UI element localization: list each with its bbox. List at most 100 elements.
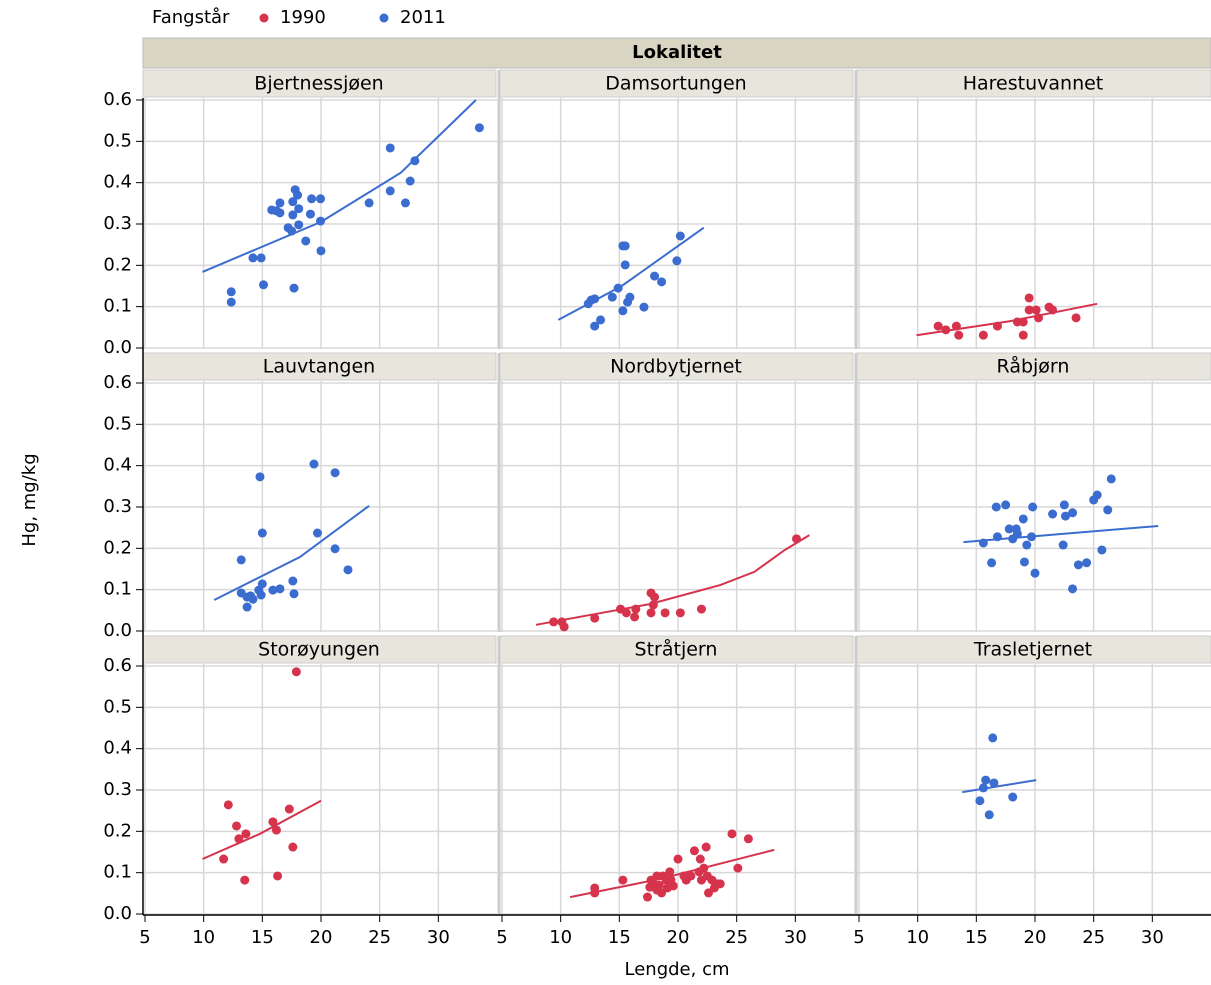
y-tick-label: 0.4 xyxy=(103,455,132,476)
x-tick-label: 25 xyxy=(368,927,391,948)
x-tick-label: 30 xyxy=(427,927,450,948)
data-point xyxy=(1097,545,1107,555)
panel-title: Råbjørn xyxy=(997,355,1070,378)
data-point xyxy=(288,197,298,207)
data-point xyxy=(1018,514,1028,524)
data-point xyxy=(646,608,656,618)
data-point xyxy=(792,534,802,544)
data-point xyxy=(1030,568,1040,578)
y-tick-label: 0.3 xyxy=(103,213,132,234)
data-point xyxy=(309,459,319,469)
data-point xyxy=(257,579,267,589)
fit-line xyxy=(962,779,1037,794)
panel-title: Bjertnessjøen xyxy=(254,73,383,95)
data-point xyxy=(291,667,301,677)
panel-strip xyxy=(499,635,854,664)
data-point xyxy=(1018,330,1028,340)
data-point xyxy=(275,198,285,208)
data-point xyxy=(305,209,315,219)
data-point xyxy=(620,260,630,270)
x-tick-label: 15 xyxy=(965,927,988,948)
data-point xyxy=(631,604,641,614)
data-point xyxy=(1024,305,1034,315)
data-point xyxy=(294,220,304,230)
data-point xyxy=(549,617,559,627)
panel-title: Harestuvannet xyxy=(963,73,1104,95)
data-point xyxy=(288,210,298,220)
data-point xyxy=(1024,293,1034,303)
y-tick-label: 0.6 xyxy=(103,89,132,110)
data-point xyxy=(226,297,236,307)
data-point xyxy=(954,330,964,340)
data-point xyxy=(978,330,988,340)
data-point xyxy=(992,532,1002,542)
fit-line xyxy=(202,99,477,273)
data-point xyxy=(232,821,242,831)
data-point xyxy=(1012,529,1022,539)
data-point xyxy=(288,576,298,586)
data-point xyxy=(991,502,1001,512)
data-point xyxy=(1031,305,1041,315)
data-point xyxy=(287,226,297,236)
data-point xyxy=(1082,558,1092,568)
panel-strip xyxy=(142,69,497,98)
data-point xyxy=(665,867,675,877)
data-point xyxy=(307,194,317,204)
data-point xyxy=(275,208,285,218)
data-point xyxy=(613,283,623,293)
x-tick-label: 30 xyxy=(1141,927,1164,948)
data-point xyxy=(630,612,640,622)
data-point xyxy=(364,198,374,208)
data-point xyxy=(268,817,278,827)
data-point xyxy=(316,216,326,226)
data-point xyxy=(675,608,685,618)
data-point xyxy=(275,584,285,594)
data-point xyxy=(650,592,660,602)
data-point xyxy=(1001,500,1011,510)
data-point xyxy=(1068,508,1078,518)
data-point xyxy=(240,875,250,885)
data-point xyxy=(648,600,658,610)
data-point xyxy=(1018,317,1028,327)
y-tick-label: 0.1 xyxy=(103,862,132,883)
data-point xyxy=(733,863,743,873)
data-point xyxy=(474,123,484,133)
data-point xyxy=(257,528,267,538)
data-point xyxy=(951,321,961,331)
data-point xyxy=(316,246,326,256)
data-point xyxy=(978,783,988,793)
data-point xyxy=(289,589,299,599)
data-point xyxy=(312,528,322,538)
data-point xyxy=(248,594,258,604)
y-tick-label: 0.1 xyxy=(103,296,132,317)
data-point xyxy=(288,842,298,852)
panel-strip xyxy=(499,352,854,381)
data-point xyxy=(294,204,304,214)
data-point xyxy=(234,834,244,844)
data-point xyxy=(1022,540,1032,550)
y-tick-label: 0.4 xyxy=(103,172,132,193)
y-tick-label: 0.2 xyxy=(103,254,132,275)
data-point xyxy=(289,283,299,293)
data-point xyxy=(978,538,988,548)
data-point xyxy=(1071,313,1081,323)
legend-title: Fangstår xyxy=(152,7,230,28)
panel-strip xyxy=(856,635,1211,664)
data-point xyxy=(256,253,266,263)
data-point xyxy=(1048,509,1058,519)
data-point xyxy=(675,231,685,241)
y-tick-label: 0.2 xyxy=(103,537,132,558)
data-point xyxy=(559,622,569,632)
x-tick-label: 20 xyxy=(667,927,690,948)
data-point xyxy=(400,198,410,208)
data-point xyxy=(223,800,233,810)
y-tick-label: 0.0 xyxy=(103,903,132,924)
data-point xyxy=(330,468,340,478)
data-point xyxy=(1058,540,1068,550)
data-point xyxy=(1008,792,1018,802)
data-point xyxy=(410,156,420,166)
data-point xyxy=(668,881,678,891)
data-point xyxy=(1019,557,1029,567)
data-point xyxy=(236,555,246,565)
data-point xyxy=(654,880,664,890)
